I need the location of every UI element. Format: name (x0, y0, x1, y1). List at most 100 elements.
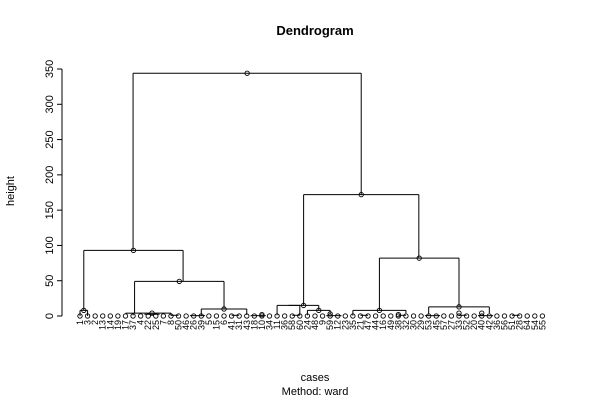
leaf-node (365, 313, 371, 319)
leaf-node (274, 313, 280, 319)
y-tick-label: 300 (44, 95, 56, 113)
leaf-label: 7 (158, 320, 168, 325)
merge-node (479, 310, 485, 316)
chart-title: Dendrogram (276, 23, 353, 38)
leaf-node (244, 313, 250, 319)
leaf-node (168, 313, 174, 319)
leaf-node (92, 313, 98, 319)
y-tick-label: 0 (44, 313, 56, 319)
leaf-label: 16 (378, 320, 388, 330)
leaf-node (509, 313, 515, 319)
leaf-node (335, 313, 341, 319)
y-tick-label: 200 (44, 166, 56, 184)
leaf-label: 5 (204, 320, 214, 325)
leaf-node (198, 313, 204, 319)
leaf-node (479, 313, 485, 319)
y-tick-label: 150 (44, 201, 56, 219)
leaf-node (350, 313, 356, 319)
leaf-node (213, 313, 220, 319)
leaf-label: 30 (409, 320, 419, 330)
leaf-label: 38 (393, 320, 403, 330)
leaf-node (297, 313, 303, 319)
leaf-node (228, 313, 235, 319)
leaf-node (524, 313, 530, 319)
leaf-label: 36 (280, 320, 290, 330)
leaf-node (441, 313, 447, 319)
leaf-label: 28 (515, 320, 525, 330)
dendrogram-tree (77, 70, 546, 319)
chart-subtitle: Method: ward (282, 386, 349, 398)
leaf-label: 50 (174, 320, 184, 330)
leaf-label: 37 (128, 320, 138, 330)
leaf-node (183, 313, 189, 319)
leaf-node (160, 313, 167, 319)
leaf-node (206, 313, 212, 319)
leaf-node (486, 313, 492, 319)
leaf-label: 41 (227, 320, 237, 330)
leaf-label: 26 (189, 320, 199, 330)
merge-node (358, 191, 364, 198)
merge-node (149, 310, 155, 316)
leaf-node (107, 313, 113, 319)
x-axis-label: cases (301, 372, 330, 384)
leaf-node (130, 313, 136, 319)
leaf-node (319, 313, 326, 319)
leaf-node (532, 313, 538, 319)
merge-node (327, 311, 333, 317)
leaf-node (539, 313, 546, 319)
leaf-node (153, 313, 159, 319)
leaf-label: 4 (136, 320, 146, 325)
leaf-label: 19 (113, 320, 123, 330)
leaf-label: 56 (499, 320, 509, 330)
y-tick-label: 100 (44, 236, 56, 254)
leaf-node (175, 313, 182, 319)
leaf-node (145, 313, 151, 319)
leaf-node (418, 313, 424, 319)
leaf-node (304, 313, 311, 319)
leaf-node (410, 313, 417, 319)
merge-node (244, 70, 250, 76)
leaf-label: 51 (507, 320, 517, 330)
leaf-node (357, 313, 364, 319)
leaf-label: 54 (530, 320, 540, 330)
leaf-node (191, 313, 197, 319)
leaf-label: 64 (522, 320, 532, 330)
leaf-node (137, 313, 144, 319)
leaf-label: 27 (446, 320, 456, 330)
leaf-label: 40 (477, 320, 487, 330)
merge-node (316, 307, 322, 314)
leaf-node (516, 313, 523, 319)
leaf-node (456, 313, 462, 319)
leaf-label: 8 (166, 320, 176, 325)
leaf-label: 60 (295, 320, 305, 330)
leaf-label: 29 (416, 320, 426, 330)
leaf-label: 53 (424, 320, 434, 330)
leaf-label: 11 (272, 320, 282, 329)
leaf-label: 49 (386, 320, 396, 330)
leaf-node (259, 313, 265, 319)
leaf-label: 33 (454, 320, 464, 330)
leaf-node (282, 313, 288, 319)
merge-node (176, 278, 182, 285)
leaf-label: 10 (257, 320, 267, 330)
leaf-node (312, 313, 318, 319)
leaf-node (463, 313, 470, 319)
leaf-node (342, 313, 348, 319)
leaf-label: 6 (219, 320, 229, 325)
leaf-label: 15 (211, 320, 221, 330)
y-axis: 0 50 100 150 200 250 300 350 (44, 60, 63, 319)
leaf-label: 45 (431, 320, 441, 330)
leaf-labels: 1321314191737422257850462639515641314318… (75, 320, 547, 330)
leaf-label: 21 (355, 320, 365, 330)
leaf-node (448, 313, 455, 319)
y-tick-label: 250 (44, 130, 56, 148)
leaf-label: 20 (469, 320, 479, 330)
leaf-label: 52 (462, 320, 472, 330)
leaf-label: 23 (340, 320, 350, 330)
leaf-label: 24 (302, 320, 312, 330)
leaf-node (433, 313, 439, 319)
leaf-node (426, 313, 432, 319)
leaf-node (122, 313, 129, 319)
y-tick-label: 50 (44, 275, 56, 287)
